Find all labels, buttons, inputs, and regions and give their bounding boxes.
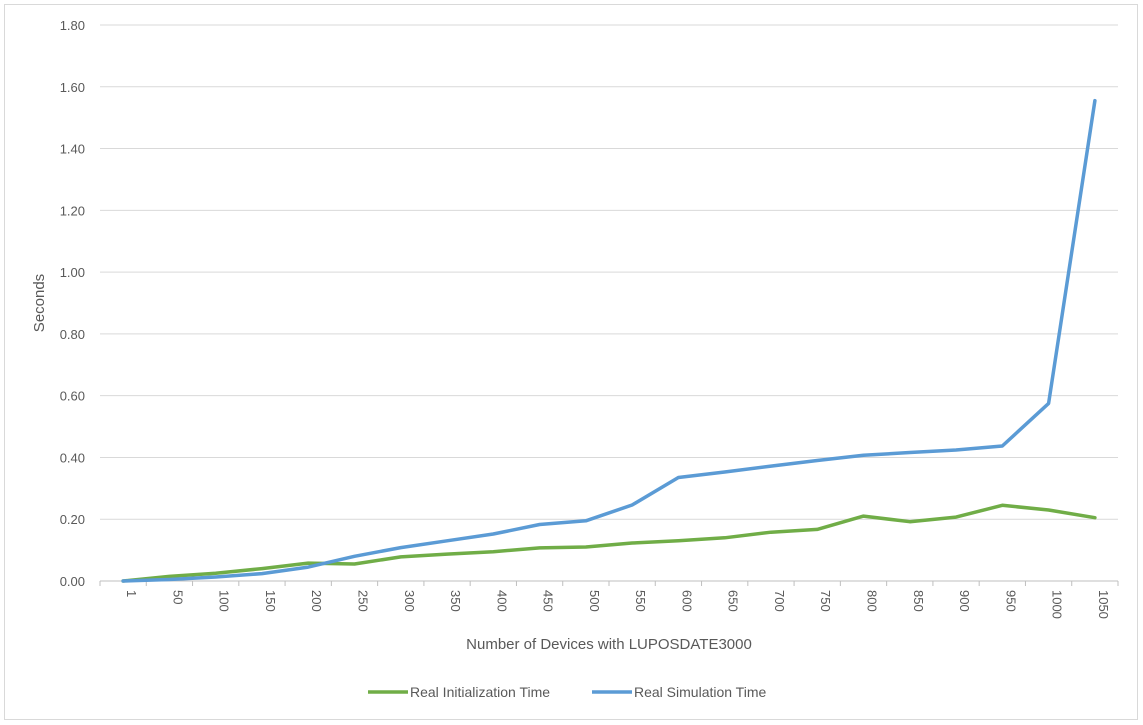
- y-tick-label: 0.60: [60, 389, 85, 404]
- y-tick-label: 1.40: [60, 142, 85, 157]
- x-tick-label: 600: [679, 590, 694, 612]
- gridlines: [100, 24, 1118, 520]
- legend-label: Real Initialization Time: [410, 684, 550, 700]
- legend: Real Initialization Time Real Simulation …: [368, 684, 766, 700]
- x-tick-label: 150: [263, 590, 278, 612]
- x-tick-label: 50: [170, 590, 185, 604]
- x-tick-label: 650: [726, 590, 741, 612]
- x-tick-label: 200: [309, 590, 324, 612]
- x-tick-label: 1000: [1050, 590, 1065, 619]
- x-tick-label: 550: [633, 590, 648, 612]
- y-tick-label: 0.00: [60, 574, 85, 589]
- x-tick-label: 450: [541, 590, 556, 612]
- x-tick-label: 1050: [1096, 590, 1111, 619]
- y-tick-label: 0.40: [60, 450, 85, 465]
- x-tick-label: 350: [448, 590, 463, 612]
- x-tick-label: 1: [124, 590, 139, 597]
- y-tick-label: 1.00: [60, 265, 85, 280]
- x-tick-label: 800: [865, 590, 880, 612]
- x-tick-label: 950: [1003, 590, 1018, 612]
- x-axis: 1 50 100 150 200 250 300 350 400 450 500 550 600 650 7…: [99, 580, 1119, 619]
- y-tick-label: 0.80: [60, 327, 85, 342]
- x-tick-label: 900: [957, 590, 972, 612]
- x-tick-label: 850: [911, 590, 926, 612]
- x-tick-label: 700: [772, 590, 787, 612]
- y-tick-label: 1.60: [60, 80, 85, 95]
- x-tick-label: 100: [217, 590, 232, 612]
- y-axis-ticks: 0.00 0.20 0.40 0.60 0.80 1.00 1.20 1.40 1.60 1.80: [60, 18, 85, 589]
- x-tick-label: 500: [587, 590, 602, 612]
- x-tick-label: 300: [402, 590, 417, 612]
- y-tick-label: 0.20: [60, 512, 85, 527]
- series-lines: [121, 98, 1097, 583]
- x-axis-title: Number of Devices with LUPOSDATE3000: [466, 636, 752, 653]
- series-line-simulation: [121, 98, 1097, 583]
- series-line-initialization: [121, 503, 1097, 583]
- chart-frame: [4, 4, 1138, 720]
- x-tick-label: 250: [356, 590, 371, 612]
- y-tick-label: 1.20: [60, 203, 85, 218]
- x-tick-label: 400: [494, 590, 509, 612]
- x-tick-label: 750: [818, 590, 833, 612]
- legend-label: Real Simulation Time: [634, 684, 766, 700]
- y-axis-title: Seconds: [31, 274, 48, 332]
- y-tick-label: 1.80: [60, 18, 85, 33]
